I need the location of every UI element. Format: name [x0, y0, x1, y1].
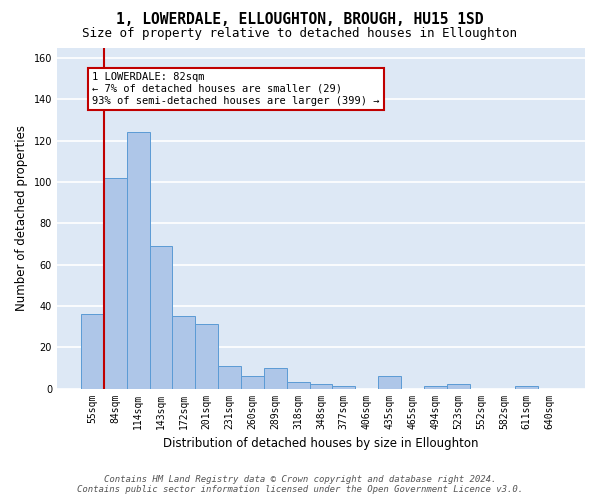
Bar — [310, 384, 332, 388]
Bar — [287, 382, 310, 388]
Bar — [218, 366, 241, 388]
Bar — [264, 368, 287, 388]
Bar — [332, 386, 355, 388]
Y-axis label: Number of detached properties: Number of detached properties — [15, 125, 28, 311]
Bar — [104, 178, 127, 388]
Text: 1, LOWERDALE, ELLOUGHTON, BROUGH, HU15 1SD: 1, LOWERDALE, ELLOUGHTON, BROUGH, HU15 1… — [116, 12, 484, 28]
Bar — [515, 386, 538, 388]
Bar — [195, 324, 218, 388]
Bar — [172, 316, 195, 388]
Bar — [127, 132, 149, 388]
Bar — [241, 376, 264, 388]
Bar — [378, 376, 401, 388]
X-axis label: Distribution of detached houses by size in Elloughton: Distribution of detached houses by size … — [163, 437, 479, 450]
Text: 1 LOWERDALE: 82sqm
← 7% of detached houses are smaller (29)
93% of semi-detached: 1 LOWERDALE: 82sqm ← 7% of detached hous… — [92, 72, 380, 106]
Text: Size of property relative to detached houses in Elloughton: Size of property relative to detached ho… — [83, 28, 517, 40]
Bar — [446, 384, 470, 388]
Bar — [81, 314, 104, 388]
Text: Contains HM Land Registry data © Crown copyright and database right 2024.
Contai: Contains HM Land Registry data © Crown c… — [77, 474, 523, 494]
Bar — [149, 246, 172, 388]
Bar — [424, 386, 446, 388]
